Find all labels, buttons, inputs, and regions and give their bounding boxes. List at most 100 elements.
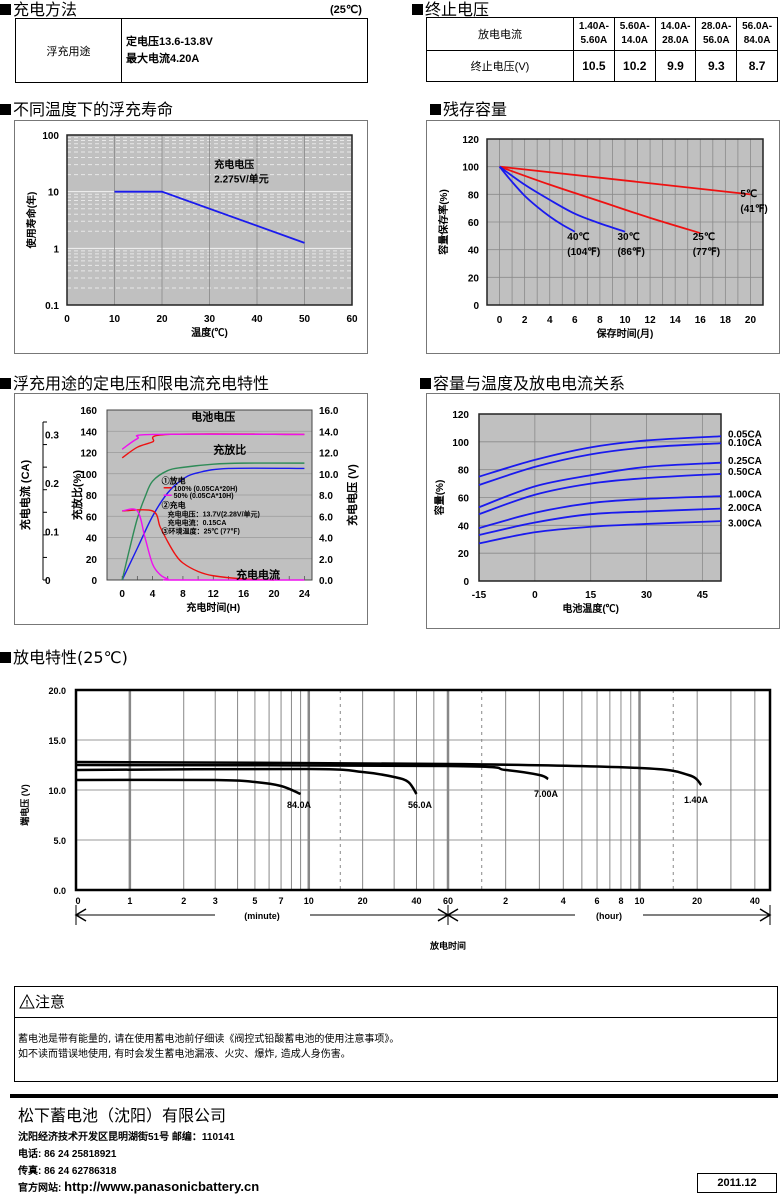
x-tick-label: 20 — [156, 314, 168, 325]
plot-border — [66, 134, 353, 306]
x-axis-label: 放电时间 — [429, 940, 466, 951]
y-tick-label: 15.0 — [48, 736, 66, 746]
legend-charge-voltage: 充电电压：13.7V(2.28V/单元) — [168, 509, 260, 518]
x-tick-label: 6 — [572, 315, 578, 326]
series-line-current-100 — [122, 509, 275, 581]
series-line-2.00CA — [478, 507, 722, 536]
legend-charge-current: 充电电流：0.15CA — [168, 518, 227, 527]
x-tick-label: 45 — [697, 590, 709, 601]
cutoff-voltage-title: 终止电压 — [412, 1, 489, 19]
y-tick-label: 10 — [48, 188, 60, 199]
y-tick-label: 100 — [42, 131, 59, 142]
residual-section-title: 残存容量 — [430, 101, 507, 119]
life-line — [114, 190, 305, 244]
series-line-0.05CA — [478, 435, 722, 478]
notice-line-2: 如不读而错误地使用, 有时会发生蓄电池漏液、火灾、爆炸, 造成人身伤害。 — [18, 1049, 351, 1060]
cutoff-voltage-1: 10.2 — [613, 50, 656, 82]
notice-title: 注意 — [35, 993, 66, 1011]
website-row: 官方网站: http://www.panasonicbattery.cn — [18, 1179, 259, 1194]
legend-discharge: ①放电 — [162, 475, 186, 485]
x-tick-label: 20 — [745, 315, 757, 326]
series-label: 40℃ — [567, 232, 589, 243]
voltage-label: 电池电压 — [191, 410, 235, 424]
footer-divider — [10, 1094, 778, 1098]
y-right-tick-label: 16.0 — [319, 406, 339, 417]
series-label: 25℃ — [693, 232, 715, 243]
y-tick-label: 0 — [473, 301, 479, 312]
x-tick-label-minute: 2 — [181, 896, 186, 906]
y-tick-label: 100 — [80, 470, 97, 481]
cutoff-header-label: 放电电流 — [426, 17, 574, 51]
website-link[interactable]: http://www.panasonicbattery.cn — [64, 1179, 260, 1194]
series-sublabel: (104℉) — [567, 247, 600, 258]
y-tick-label: 60 — [468, 218, 480, 229]
x-tick-label-minute: 7 — [279, 896, 284, 906]
arrowhead — [446, 908, 459, 922]
x-tick-label-hour: 40 — [750, 896, 760, 906]
plot-border — [74, 688, 772, 892]
cutoff-current-4: 56.0A- 84.0A — [736, 17, 778, 51]
x-tick-label-hour: 4 — [561, 896, 566, 906]
svg-text:!: ! — [26, 999, 29, 1009]
discharge-curve-1.40A — [75, 760, 703, 786]
y-tick-label: 20 — [86, 555, 98, 566]
document-date: 2011.12 — [697, 1173, 777, 1193]
y-right-tick-label: 14.0 — [319, 427, 339, 438]
charge-method-voltage: 定电压13.6-13.8V — [126, 35, 213, 48]
y-axis-label: 端电压 (V) — [19, 784, 30, 826]
charge-method-table: 浮充用途 定电压13.6-13.8V 最大电流4.20A — [15, 18, 368, 83]
cutoff-voltage-2: 9.9 — [654, 50, 697, 82]
series-label: 2.00CA — [728, 503, 762, 514]
y-right-tick-label: 4.0 — [319, 534, 333, 545]
series-label: 1.00CA — [728, 489, 762, 500]
x-tick-label-minute: 5 — [252, 896, 257, 906]
series-sublabel: (77℉) — [693, 247, 720, 258]
y-axis-label-ca: 充电电流 (CA) — [18, 460, 32, 531]
x-tick-label-hour: 2 — [503, 896, 508, 906]
y-right-tick-label: 12.0 — [319, 449, 339, 460]
warning-icon: ! — [19, 993, 35, 1009]
series-line-30℃ — [499, 165, 626, 233]
legend-100: 100% (0.05CA*20H) — [174, 486, 238, 493]
y-tick-label: 80 — [468, 190, 480, 201]
series-line-0.10CA — [478, 442, 722, 486]
x-tick-label-minute: 3 — [213, 896, 218, 906]
cutoff-voltage-table: 放电电流 1.40A- 5.60A 5.60A- 14.0A 14.0A- 28.0A… — [426, 17, 778, 82]
x-tick-label-minute: 60 — [443, 896, 453, 906]
series-label: 5℃ — [740, 189, 757, 200]
x-tick-label-hour: 20 — [692, 896, 702, 906]
y-axis-label-left: 充放比(%) — [70, 470, 84, 520]
series-label: 3.00CA — [728, 519, 762, 530]
y-tick-label: 0 — [91, 576, 97, 587]
y-tick-label: 40 — [86, 534, 98, 545]
series-label: 0.05CA — [728, 429, 762, 440]
x-tick-label: 12 — [645, 315, 657, 326]
x-tick-label: 4 — [150, 589, 156, 600]
x-tick-label-minute: 10 — [304, 896, 314, 906]
y-axis-label: 使用寿命(年) — [25, 192, 38, 250]
y-tick-label: 40 — [458, 521, 470, 532]
cap-temp-panel: 0 20 40 60 80 100 120 -15 0 15 30 45 0.05CA 0.10CA 0.2… — [426, 393, 780, 629]
y-right-tick-label: 2.0 — [319, 555, 333, 566]
x-tick-label: 40 — [251, 314, 263, 325]
legend-50: 50% (0.05CA*10H) — [174, 493, 234, 500]
y-right-tick-label: 10.0 — [319, 470, 339, 481]
y-tick-label: 20.0 — [48, 686, 66, 696]
x-tick-label-hour: 10 — [635, 896, 645, 906]
cutoff-voltage-4: 8.7 — [736, 50, 778, 82]
x-tick-label: 2 — [522, 315, 528, 326]
x-tick-label-minute: 40 — [411, 896, 421, 906]
current-label: 充电电流 — [236, 567, 280, 581]
series-sublabel: (41℉) — [740, 204, 767, 215]
x-tick-label-minute: 20 — [358, 896, 368, 906]
notice-box: ! 注意 蓄电池是带有能量的, 请在使用蓄电池前仔细读《阀控式铅酸蓄电池的使用注意… — [14, 986, 778, 1082]
x-tick-label-minute: 1 — [127, 896, 132, 906]
x-tick-label: 50 — [299, 314, 311, 325]
ca-tick-label: 0.1 — [45, 527, 59, 538]
discharge-curve-label: 7.00A — [534, 789, 559, 799]
y-tick-label: 0.0 — [53, 886, 66, 896]
series-line-voltage-50 — [121, 433, 305, 450]
x-tick-label: 24 — [299, 589, 311, 600]
y-right-tick-label: 8.0 — [319, 491, 333, 502]
